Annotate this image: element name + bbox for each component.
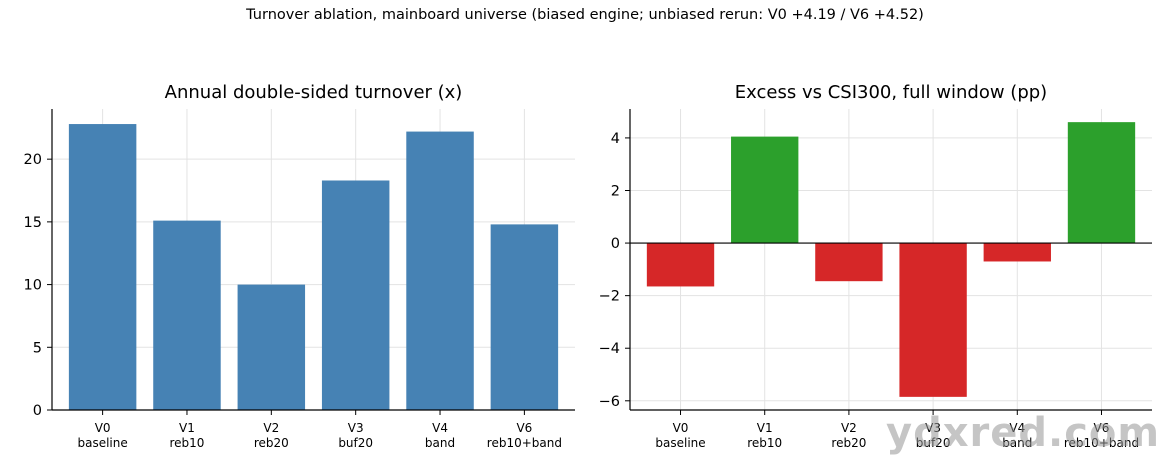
x-tick-label-code: V2 [841,421,857,435]
x-tick-label-name: reb20 [831,436,866,450]
x-tick-label-code: V4 [1009,421,1025,435]
y-tick-label: 2 [611,183,620,199]
y-tick-label: 15 [24,215,42,231]
x-tick-label-code: V6 [516,421,532,435]
x-tick-label-code: V0 [673,421,689,435]
x-tick-label-code: V3 [348,421,364,435]
watermark-text: ydxred.com [886,410,1161,456]
x-tick-label-code: V3 [925,421,941,435]
bar-v4 [406,131,474,410]
x-tick-label-code: V1 [757,421,773,435]
x-tick-label-name: reb20 [254,436,289,450]
x-tick-label-name: baseline [77,436,127,450]
y-tick-label: 0 [611,236,620,252]
x-tick-label-code: V1 [179,421,195,435]
bar-v1 [153,220,221,410]
bar-v6 [490,224,559,410]
x-tick-label-code: V4 [432,421,448,435]
bar-v1 [731,136,799,244]
x-tick-label-name: band [425,436,455,450]
bar-v0 [68,124,137,411]
x-tick-label-name: reb10 [169,436,204,450]
y-tick-label: 5 [33,340,42,356]
y-tick-label: 20 [24,152,42,168]
y-tick-label: −4 [599,341,620,357]
x-tick-label-name: buf20 [916,436,951,450]
bar-v3 [899,243,967,397]
y-tick-label: 4 [611,131,620,147]
bar-v0 [646,243,715,287]
bar-v2 [237,284,306,410]
x-tick-label-name: reb10+band [487,436,562,450]
y-tick-label: 10 [24,278,42,294]
x-tick-label-code: V0 [95,421,111,435]
y-tick-label: 0 [33,403,42,419]
chart-title: Annual double-sided turnover (x) [165,82,463,103]
x-tick-label-code: V2 [263,421,279,435]
x-tick-label-name: band [1002,436,1032,450]
bar-v2 [815,243,883,282]
bar-v3 [321,180,390,410]
bar-v4 [983,243,1051,262]
chart-title: Excess vs CSI300, full window (pp) [735,82,1047,103]
x-tick-label-name: reb10+band [1064,436,1139,450]
x-tick-label-code: V6 [1094,421,1110,435]
x-tick-label-name: buf20 [338,436,373,450]
figure-suptitle: Turnover ablation, mainboard universe (b… [246,7,924,23]
x-tick-label-name: reb10 [747,436,782,450]
bar-v6 [1067,122,1136,244]
x-tick-label-name: baseline [655,436,705,450]
y-tick-label: −2 [599,289,620,305]
y-tick-label: −6 [599,394,620,410]
